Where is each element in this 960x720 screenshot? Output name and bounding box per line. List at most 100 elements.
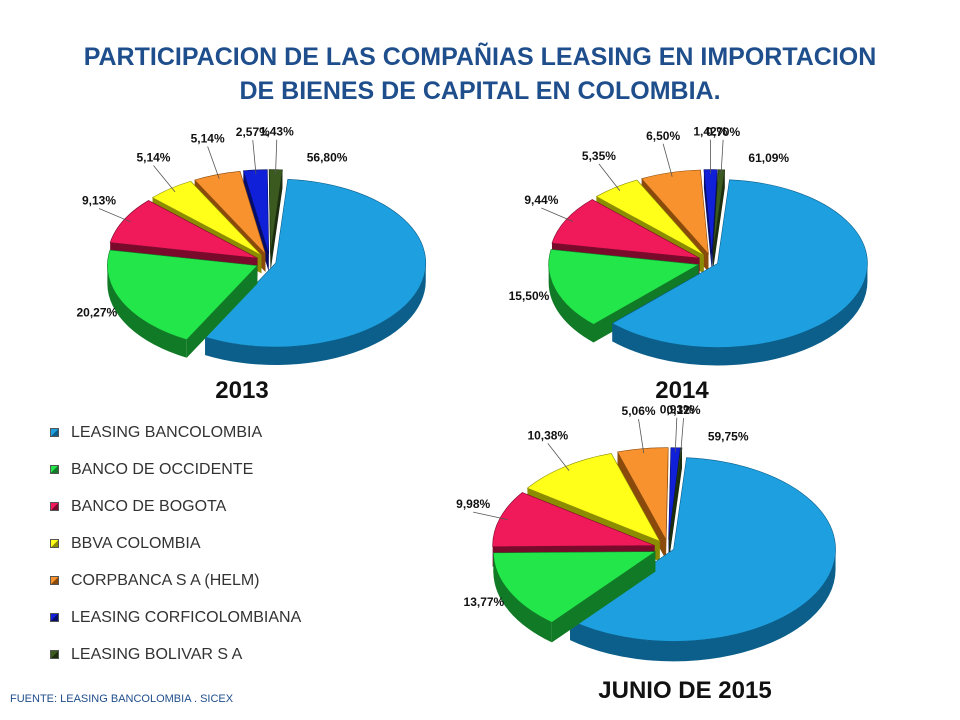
slice-leasing-bolivar (712, 169, 726, 272)
data-label-leasing-bancolombia: 56,80% (307, 151, 348, 165)
pie-chart-2013: 56,80% 20,27% 9,13% 5,14% 5,14% 2,57%1,43% 201… (76, 125, 427, 404)
leader-line-banco-de-bogota (98, 208, 131, 223)
data-label-banco-de-bogota: 9,44% (524, 193, 558, 207)
slice-rim (548, 264, 594, 343)
chart-title-2014: 2014 (655, 377, 709, 404)
leader-line-leasing-bolivar (680, 417, 684, 453)
slice-top (595, 179, 704, 256)
data-label-leasing-corficolombiana: 1,42% (693, 125, 727, 139)
legend-item-bbva-colombia: BBVA COLOMBIA (50, 525, 301, 562)
leader-line-corpbanca (638, 418, 645, 454)
data-label-leasing-bolivar: 0,12% (667, 403, 701, 417)
legend-swatch (50, 502, 59, 511)
legend-label: LEASING CORFICOLOMBIANA (71, 608, 302, 626)
slice-top (611, 179, 868, 348)
slice-wall (186, 265, 258, 358)
leader-line-leasing-corficolombiana (674, 417, 678, 453)
leader-line-banco-de-bogota (473, 511, 508, 520)
slice-banco-de-occidente (493, 551, 657, 643)
data-label-bbva-colombia: 5,14% (136, 151, 170, 165)
leader-line-corpbanca (207, 146, 220, 179)
data-label-banco-de-occidente: 20,27% (76, 306, 117, 320)
slice-rim (493, 552, 552, 643)
data-label-leasing-corficolombiana: 0,93% (660, 403, 694, 417)
slice-wall (669, 447, 683, 560)
legend-swatch (50, 576, 59, 585)
slice-wall (270, 169, 283, 272)
slice-top (151, 180, 262, 256)
data-label-banco-de-bogota: 9,13% (82, 193, 116, 207)
legend-swatch (50, 650, 59, 659)
slice-banco-de-occidente (548, 249, 700, 343)
chart-title-2013: 2013 (215, 377, 268, 404)
data-label-corpbanca: 5,14% (191, 131, 225, 145)
data-label-leasing-bolivar: 1,43% (260, 125, 294, 139)
legend-label: LEASING BOLIVAR S A (71, 645, 243, 663)
title-line-1: PARTICIPACION DE LAS COMPAÑIAS LEASING E… (83, 43, 877, 71)
slice-top (551, 199, 700, 259)
slice-top (109, 200, 258, 259)
slice-top (204, 178, 427, 348)
legend-label: CORPBANCA S A (HELM) (71, 571, 260, 589)
data-label-banco-de-occidente: 13,77% (464, 595, 505, 609)
leader-line-bbva-colombia (153, 165, 176, 193)
slice-leasing-bolivar (268, 169, 283, 272)
legend-item-banco-de-bogota: BANCO DE BOGOTA (50, 488, 301, 525)
leader-line-leasing-bolivar (275, 139, 278, 174)
legend-swatch (50, 465, 59, 474)
slice-rim (205, 263, 426, 366)
legend-label: LEASING BANCOLOMBIA (71, 423, 263, 441)
slice-top (569, 457, 836, 642)
slice-rim (570, 549, 836, 662)
legend-item-banco-de-occidente: BANCO DE OCCIDENTE (50, 451, 301, 488)
leader-line-corpbanca (662, 143, 673, 177)
legend-swatch (50, 539, 59, 548)
legend: LEASING BANCOLOMBIA BANCO DE OCCIDENTE B… (50, 414, 301, 673)
pie-chart-junio-2015: 59,75% 13,77% 9,98% 10,38% 5,06% 0,93%0,12% JU… (456, 403, 836, 704)
data-label-bbva-colombia: 10,38% (527, 428, 568, 442)
data-label-leasing-bancolombia: 59,75% (708, 429, 749, 443)
slice-leasing-bancolombia (611, 179, 868, 366)
page-title: PARTICIPACION DE LAS COMPAÑIAS LEASING E… (20, 40, 940, 108)
data-label-corpbanca: 5,06% (622, 404, 656, 418)
slice-top (548, 249, 700, 325)
pie-chart-2014: 61,09% 15,50% 9,44% 5,35% 6,50% 1,42%0,70% 201… (509, 125, 868, 404)
legend-swatch (50, 613, 59, 622)
slice-leasing-corficolombiana (703, 169, 718, 272)
data-label-bbva-colombia: 5,35% (582, 149, 616, 163)
source-note: FUENTE: LEASING BANCOLOMBIA . SICEX (10, 693, 234, 705)
slice-wall (703, 169, 712, 272)
slice-top (617, 447, 669, 541)
data-label-leasing-bolivar: 0,70% (706, 125, 740, 139)
legend-item-leasing-bolivar: LEASING BOLIVAR S A (50, 636, 301, 673)
legend-item-leasing-corficolombiana: LEASING CORFICOLOMBIANA (50, 599, 301, 636)
leader-line-banco-de-bogota (541, 207, 574, 222)
legend-label: BBVA COLOMBIA (71, 534, 201, 552)
slice-rim (107, 265, 187, 358)
slice-wall (712, 169, 725, 272)
slice-top (641, 169, 709, 255)
slice-top (493, 551, 657, 623)
leader-line-bbva-colombia (547, 443, 570, 471)
chart-title-junio-2015: JUNIO DE 2015 (598, 677, 771, 704)
leader-line-leasing-bolivar (720, 139, 724, 174)
legend-item-leasing-bancolombia: LEASING BANCOLOMBIA (50, 414, 301, 451)
leader-line-bbva-colombia (598, 163, 621, 191)
legend-label: BANCO DE OCCIDENTE (71, 460, 254, 478)
slice-banco-de-occidente (107, 249, 259, 358)
slice-wall (551, 551, 656, 643)
slice-rim (612, 263, 868, 366)
data-label-banco-de-occidente: 15,50% (509, 289, 550, 303)
legend-label: BANCO DE BOGOTA (71, 497, 227, 515)
data-label-banco-de-bogota: 9,98% (456, 497, 490, 511)
data-label-leasing-bancolombia: 61,09% (748, 151, 789, 165)
leader-line-leasing-corficolombiana (252, 140, 257, 175)
data-label-leasing-corficolombiana: 2,57% (236, 125, 270, 139)
title-line-2: DE BIENES DE CAPITAL EN COLOMBIA. (239, 77, 721, 105)
slice-top (194, 170, 266, 255)
data-label-corpbanca: 6,50% (646, 129, 680, 143)
slice-top (526, 453, 661, 542)
slice-top (107, 249, 259, 341)
legend-item-corpbanca: CORPBANCA S A (HELM) (50, 562, 301, 599)
